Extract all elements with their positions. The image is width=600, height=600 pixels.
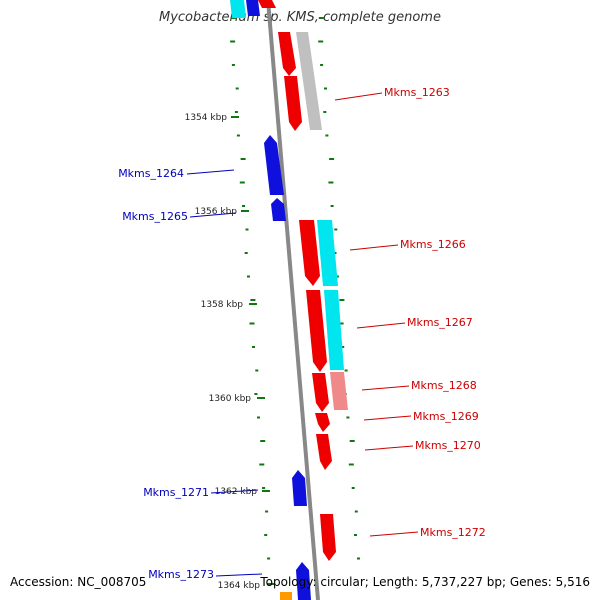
gene-arrow-1269 [315,413,330,432]
gene-arrow-1263a [278,32,296,76]
accession-text: Accession: NC_008705 [10,575,147,589]
label-leaders [186,92,419,577]
gene-arrow-1266 [299,220,320,286]
gray-track-block [296,32,322,130]
orange-marker [280,592,292,600]
leader-1266 [349,244,399,251]
gene-arrow-1268 [312,373,329,412]
scale-label: 1358 kbp [201,300,244,310]
gene-label-mkms-1273[interactable]: Mkms_1273 [148,568,214,581]
scale-ticks [231,116,275,585]
gene-arrow-1272 [320,514,336,561]
leader-1267 [356,322,406,329]
gene-arrow-1264 [264,135,284,195]
reverse-genes [246,0,311,600]
leader-1272 [369,531,419,537]
leader-1264 [186,169,235,175]
genome-backbone [266,0,320,600]
cyan-track-block-top [230,0,246,18]
gene-label-mkms-1266[interactable]: Mkms_1266 [400,238,466,251]
leader-1271 [210,489,259,494]
leader-1269 [363,415,412,421]
homology-tracks [230,0,348,410]
gc-track-left [230,17,271,560]
gene-arrow-1265 [271,198,286,221]
scale-labels: 1354 kbp 1356 kbp 1358 kbp 1360 kbp 1362… [185,113,261,591]
gene-label-mkms-1267[interactable]: Mkms_1267 [407,316,473,329]
cyan-track-block [317,220,338,286]
gene-label-mkms-1271[interactable]: Mkms_1271 [143,486,209,499]
scale-label: 1360 kbp [209,394,252,404]
forward-genes [258,0,336,561]
gene-label-mkms-1265[interactable]: Mkms_1265 [122,210,188,223]
gene-label-mkms-1268[interactable]: Mkms_1268 [411,379,477,392]
leader-1265 [189,212,237,218]
gene-label-mkms-1270[interactable]: Mkms_1270 [415,439,481,452]
gene-arrow-1267 [306,290,327,372]
leader-1268 [361,385,410,391]
leader-1273 [215,573,263,577]
leader-1263 [334,92,383,101]
scale-label: 1362 kbp [215,487,258,497]
gene-label-mkms-1263[interactable]: Mkms_1263 [384,86,450,99]
gene-arrow-top-reverse [246,0,260,16]
cyan-track-block [324,290,344,370]
gene-label-mkms-1269[interactable]: Mkms_1269 [413,410,479,423]
scale-label: 1364 kbp [218,581,261,591]
gene-arrow-top [258,0,276,8]
forward-gene-labels: Mkms_1263 Mkms_1266 Mkms_1267 Mkms_1268 … [384,86,486,539]
scale-label: 1356 kbp [195,207,238,217]
scale-label: 1354 kbp [185,113,228,123]
leader-1270 [364,445,414,451]
gene-arrow-1270 [316,434,332,470]
genome-summary-text: Topology: circular; Length: 5,737,227 bp… [260,575,590,589]
gene-arrow-1271 [292,470,307,506]
reverse-gene-labels: Mkms_1264 Mkms_1265 Mkms_1271 Mkms_1273 [118,167,214,581]
gene-arrow-1263 [284,76,302,131]
map-title: Mycobacterium sp. KMS, complete genome [159,10,441,25]
gene-label-mkms-1272[interactable]: Mkms_1272 [420,526,486,539]
gene-label-mkms-1264[interactable]: Mkms_1264 [118,167,184,180]
gene-arrow-1273 [296,562,311,600]
pink-track-block [330,372,348,410]
